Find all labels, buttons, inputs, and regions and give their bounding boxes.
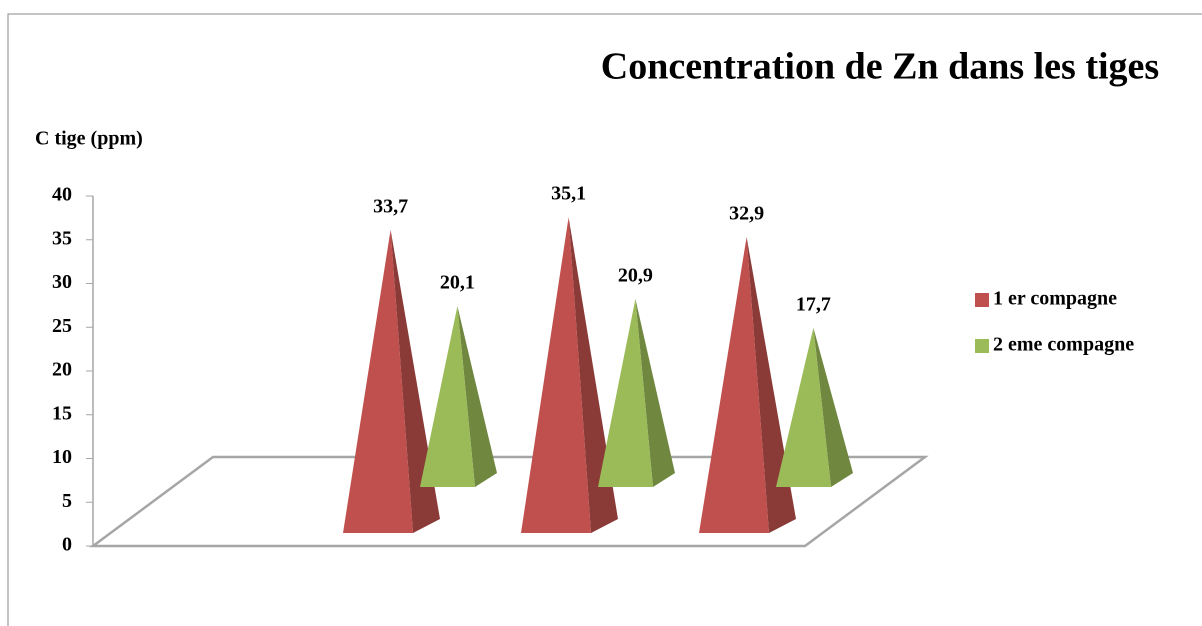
pyramid-side [813, 327, 853, 487]
chart-title: Concentration de Zn dans les tiges [601, 46, 1159, 88]
data-label: 17,7 [796, 293, 831, 315]
data-label: 20,9 [618, 264, 653, 286]
y-axis-label: C tige (ppm) [35, 128, 143, 150]
data-label: 35,1 [551, 183, 586, 205]
y-tick-label: 20 [52, 359, 72, 381]
y-tick-label: 15 [52, 402, 72, 424]
legend-swatch [975, 339, 989, 353]
pyramid [521, 217, 591, 533]
y-tick-label: 35 [52, 227, 72, 249]
pyramid [343, 229, 413, 533]
pyramid [420, 306, 475, 487]
legend-swatch [975, 293, 989, 307]
data-label: 32,9 [729, 202, 764, 224]
pyramid [598, 298, 653, 487]
legend-label: 2 eme compagne [993, 334, 1134, 356]
legend-label: 1 er compagne [993, 288, 1117, 310]
pyramid-side [635, 298, 675, 487]
y-tick-label: 40 [52, 184, 72, 206]
pyramid [699, 236, 769, 533]
data-label: 20,1 [440, 272, 475, 294]
y-tick-label: 5 [62, 490, 72, 512]
floor [89, 455, 929, 548]
y-tick-label: 30 [52, 271, 72, 293]
pyramid [776, 327, 831, 487]
y-tick-label: 25 [52, 315, 72, 337]
y-tick-label: 0 [62, 534, 72, 556]
y-tick-label: 10 [52, 446, 72, 468]
data-label: 33,7 [373, 195, 408, 217]
pyramid-side [457, 306, 497, 487]
chart-frame [7, 13, 1202, 626]
